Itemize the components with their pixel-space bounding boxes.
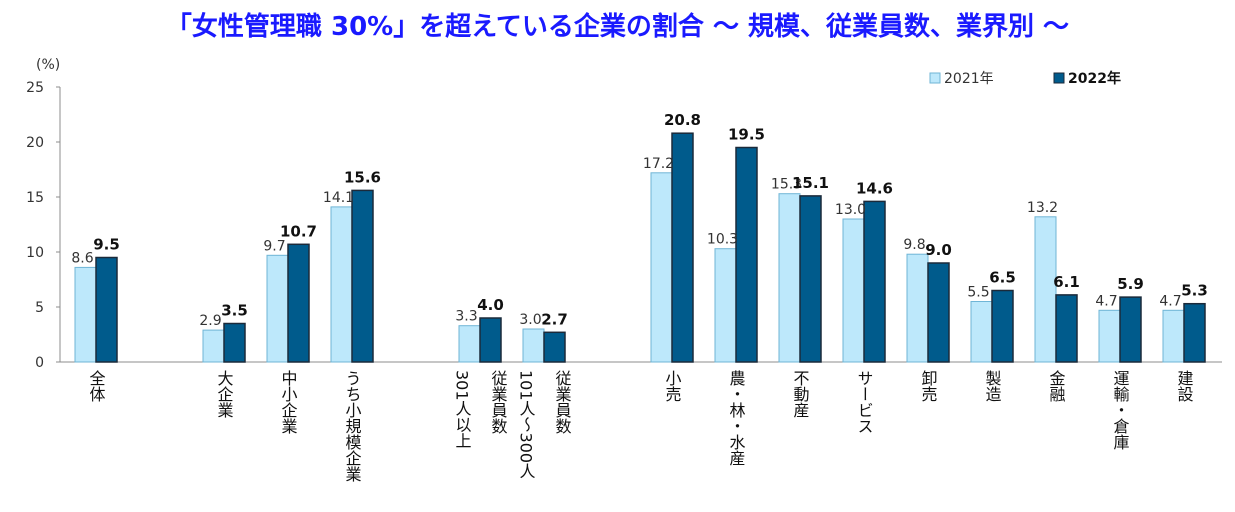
bar-2021-4 — [458, 325, 481, 363]
data-label-2021-5: 3.0 — [519, 312, 541, 328]
data-label-2021-3: 14.1 — [323, 190, 354, 206]
category-label-11: 製造 — [983, 370, 1002, 402]
bar-2021-1 — [202, 329, 225, 363]
category-label-0: 全体 — [87, 370, 106, 402]
y-tick-label-5: 25 — [26, 80, 44, 96]
bar-2021-0 — [74, 266, 97, 363]
bar-2022-9 — [863, 200, 886, 363]
data-label-2022-4: 4.0 — [477, 296, 504, 314]
bar-2022-1 — [223, 322, 246, 363]
bar-2021-14 — [1162, 309, 1185, 363]
category-label-10: 卸売 — [919, 370, 938, 402]
category-label-12: 金融 — [1047, 370, 1066, 403]
legend-swatch-2021 — [929, 72, 941, 84]
data-label-2021-9: 13.0 — [835, 202, 866, 218]
bar-2022-4 — [479, 317, 502, 363]
bar-2022-6 — [671, 132, 694, 363]
category-label-6: 小売 — [663, 370, 682, 402]
data-label-2021-11: 5.5 — [967, 285, 989, 301]
data-label-2022-6: 20.8 — [664, 111, 701, 129]
data-label-2022-7: 19.5 — [728, 126, 765, 144]
category-label-9: サービス — [855, 370, 874, 434]
bar-2021-2 — [266, 254, 289, 363]
legend-swatch-2022 — [1053, 72, 1065, 84]
legend-label-2021: 2021年 — [944, 71, 994, 87]
bar-2021-10 — [906, 253, 929, 363]
data-label-2022-11: 6.5 — [989, 269, 1016, 287]
bar-2022-2 — [287, 243, 310, 363]
category-label-14: 建設 — [1175, 370, 1194, 402]
y-tick-label-0: 0 — [35, 355, 44, 371]
bar-2022-8 — [799, 195, 822, 363]
bar-2022-7 — [735, 146, 758, 363]
data-label-2021-10: 9.8 — [903, 237, 925, 253]
bar-2021-7 — [714, 248, 737, 363]
data-label-2022-2: 10.7 — [280, 222, 317, 240]
data-label-2021-13: 4.7 — [1095, 293, 1117, 309]
bar-2022-0 — [95, 256, 118, 363]
category-label-8: 不動産 — [791, 370, 810, 418]
data-label-2022-14: 5.3 — [1181, 282, 1208, 300]
y-tick-label-3: 15 — [26, 190, 44, 206]
data-label-2021-14: 4.7 — [1159, 293, 1181, 309]
data-label-2021-1: 2.9 — [199, 313, 221, 329]
data-label-2022-8: 15.1 — [792, 174, 829, 192]
category-label-1: 大企業 — [215, 370, 234, 418]
bar-2022-10 — [927, 262, 950, 363]
category-label-4-0: 301人以上 — [453, 370, 472, 449]
category-label-2: 中小企業 — [279, 370, 298, 434]
y-tick-label-1: 5 — [35, 300, 44, 316]
data-label-2022-9: 14.6 — [856, 179, 893, 197]
y-tick-label-4: 20 — [26, 135, 44, 151]
y-axis-unit: (%) — [36, 57, 60, 73]
data-label-2021-12: 13.2 — [1027, 200, 1058, 216]
bar-2021-5 — [522, 328, 545, 363]
y-tick-label-2: 10 — [26, 245, 44, 261]
data-label-2022-5: 2.7 — [541, 310, 568, 328]
bar-2022-11 — [991, 289, 1014, 363]
data-label-2022-13: 5.9 — [1117, 275, 1144, 293]
bar-2022-3 — [351, 189, 374, 363]
data-label-2022-10: 9.0 — [925, 241, 952, 259]
data-label-2021-8: 15.3 — [771, 177, 802, 193]
bar-2021-6 — [650, 172, 673, 363]
data-label-2022-1: 3.5 — [221, 302, 248, 320]
bar-2022-12 — [1055, 294, 1078, 363]
data-label-2021-7: 10.3 — [707, 232, 738, 248]
bar-2021-3 — [330, 206, 353, 363]
data-label-2022-12: 6.1 — [1053, 273, 1080, 291]
data-label-2022-0: 9.5 — [93, 236, 120, 254]
bar-2021-12 — [1034, 216, 1057, 363]
category-label-3: うち小規模企業 — [343, 370, 362, 482]
category-label-13: 運輸・倉庫 — [1111, 370, 1130, 450]
bar-2022-5 — [543, 331, 566, 363]
category-label-7: 農・林・水産 — [727, 370, 746, 466]
category-label-5-1: 従業員数 — [553, 370, 572, 434]
data-label-2021-2: 9.7 — [263, 238, 285, 254]
bar-2021-11 — [970, 301, 993, 363]
data-label-2022-3: 15.6 — [344, 168, 381, 186]
category-label-5-0: 101人～300人 — [517, 370, 536, 479]
legend-label-2022: 2022年 — [1068, 70, 1121, 87]
bar-2022-13 — [1119, 296, 1142, 363]
bar-2021-9 — [842, 218, 865, 363]
data-label-2021-4: 3.3 — [455, 309, 477, 325]
bar-2021-8 — [778, 193, 801, 363]
data-label-2021-6: 17.2 — [643, 156, 674, 172]
bar-2021-13 — [1098, 309, 1121, 363]
chart-title: 「女性管理職 30%」を超えている企業の割合 ～ 規模、従業員数、業界別 ～ — [165, 12, 1070, 42]
category-label-4-1: 従業員数 — [489, 370, 508, 434]
data-label-2021-0: 8.6 — [71, 250, 93, 266]
bar-2022-14 — [1183, 302, 1206, 363]
